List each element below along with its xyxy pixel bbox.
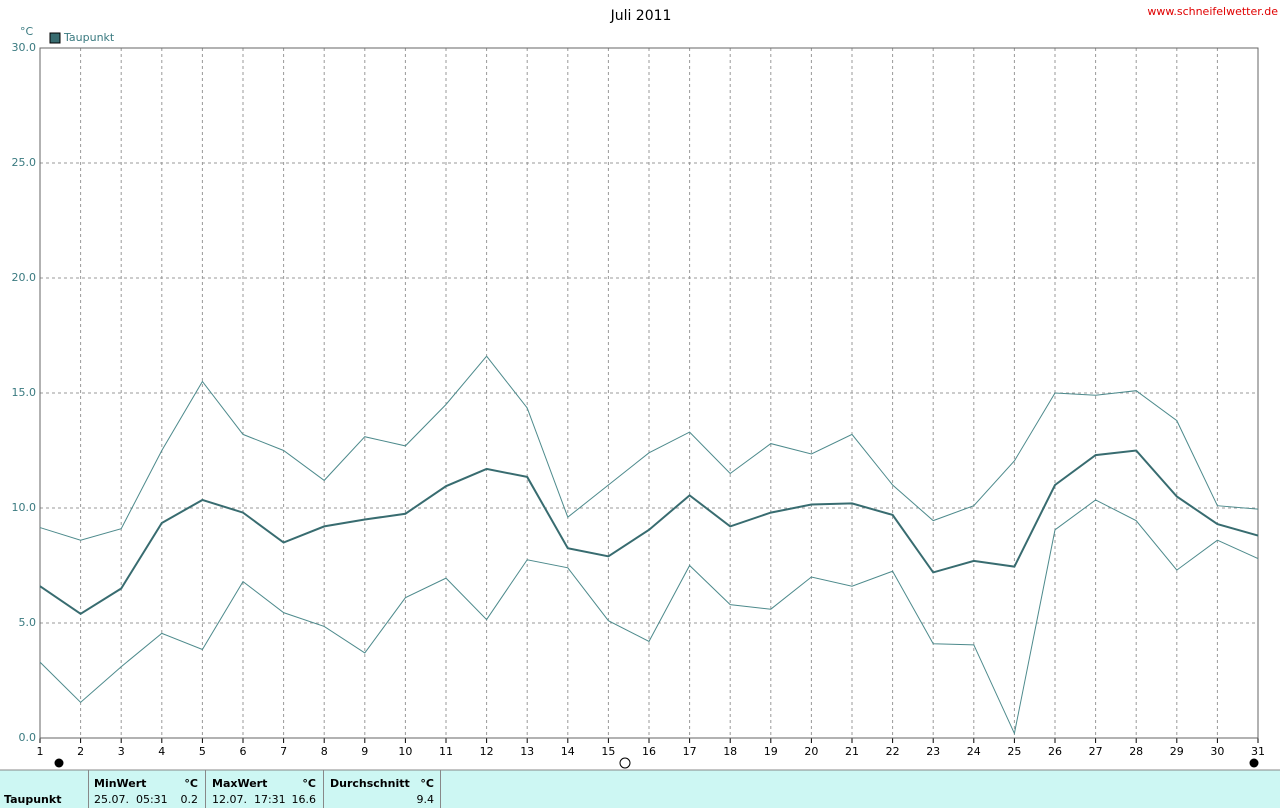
x-tick-label: 16 <box>642 745 656 758</box>
x-tick-label: 21 <box>845 745 859 758</box>
series-line <box>39 499 1259 736</box>
y-tick-label: 30.0 <box>12 41 37 54</box>
table-cell: 16.6 <box>292 793 317 806</box>
x-tick-label: 2 <box>77 745 84 758</box>
y-tick-label: 25.0 <box>12 156 37 169</box>
x-tick-label: 15 <box>601 745 615 758</box>
x-tick-label: 31 <box>1251 745 1265 758</box>
x-tick-label: 18 <box>723 745 737 758</box>
x-tick-label: 19 <box>764 745 778 758</box>
table-header-cell: °C <box>184 777 198 790</box>
legend-swatch <box>49 32 61 44</box>
x-tick-label: 28 <box>1129 745 1143 758</box>
x-tick-label: 13 <box>520 745 534 758</box>
x-tick-label: 9 <box>361 745 368 758</box>
x-tick-label: 10 <box>398 745 412 758</box>
table-lines <box>0 769 1280 808</box>
x-tick-label: 27 <box>1089 745 1103 758</box>
table-cell: 25.07. 05:31 <box>94 793 168 806</box>
table-bg <box>0 770 1280 808</box>
table-cell: 9.4 <box>417 793 435 806</box>
moon-icons <box>54 757 1259 769</box>
y-tick-label: 20.0 <box>12 271 37 284</box>
x-tick-label: 29 <box>1170 745 1184 758</box>
x-tick-label: 20 <box>804 745 818 758</box>
chart-title: Juli 2011 <box>610 8 672 24</box>
table-header-cell: °C <box>302 777 316 790</box>
x-tick-label: 26 <box>1048 745 1062 758</box>
x-tick-label: 5 <box>199 745 206 758</box>
x-tick-label: 1 <box>37 745 44 758</box>
series-line <box>39 355 1259 541</box>
x-tick-label: 12 <box>480 745 494 758</box>
x-tick-label: 23 <box>926 745 940 758</box>
table-header-cell: °C <box>420 777 434 790</box>
y-tick-label: 15.0 <box>12 386 37 399</box>
x-tick-label: 25 <box>1007 745 1021 758</box>
x-tick-label: 14 <box>561 745 575 758</box>
legend-label: Taupunkt <box>63 31 115 44</box>
table-cell: 0.2 <box>181 793 199 806</box>
y-tick-label: 10.0 <box>12 501 37 514</box>
x-tick-label: 8 <box>321 745 328 758</box>
x-tick-label: 30 <box>1210 745 1224 758</box>
x-tick-label: 17 <box>683 745 697 758</box>
source: www.schneifelwetter.de <box>1147 5 1278 18</box>
y-tick-label: 0.0 <box>19 731 37 744</box>
series-line <box>39 449 1259 615</box>
x-tick-label: 22 <box>886 745 900 758</box>
table-cell: 12.07. 17:31 <box>212 793 286 806</box>
y-unit: °C <box>20 25 34 38</box>
plot-border <box>39 47 1259 739</box>
x-tick-label: 4 <box>158 745 165 758</box>
x-tick-label: 7 <box>280 745 287 758</box>
x-tick-label: 24 <box>967 745 981 758</box>
x-tick-label: 11 <box>439 745 453 758</box>
table-header: MinWert °C MaxWert °C Durchschnitt °C <box>94 777 434 790</box>
table-cell: Taupunkt <box>4 793 61 806</box>
x-tick-label: 3 <box>118 745 125 758</box>
table-header-cell: MaxWert <box>212 777 267 790</box>
table-header-cell: Durchschnitt <box>330 777 410 790</box>
y-tick-label: 5.0 <box>19 616 37 629</box>
table-header-cell: MinWert <box>94 777 146 790</box>
x-tick-label: 6 <box>240 745 247 758</box>
